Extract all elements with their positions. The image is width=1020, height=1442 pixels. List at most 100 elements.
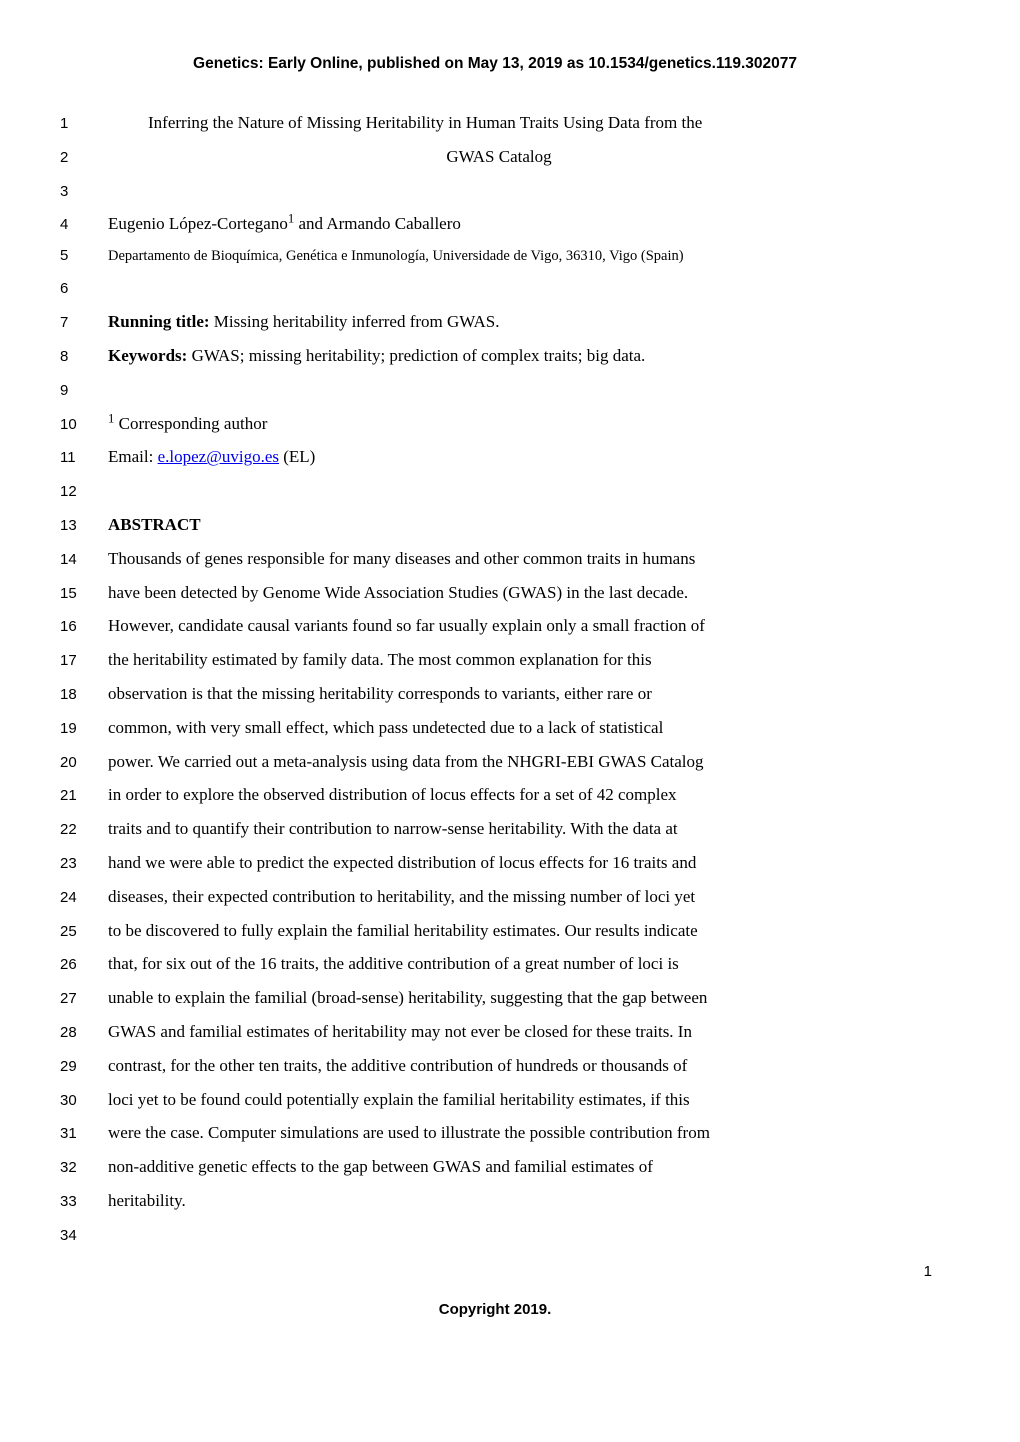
title-line-1: Inferring the Nature of Missing Heritabi… bbox=[108, 111, 930, 135]
abstract-line: traits and to quantify their contributio… bbox=[108, 817, 930, 841]
line-row: 11 Email: e.lopez@uvigo.es (EL) bbox=[60, 445, 930, 469]
line-row: 28 GWAS and familial estimates of herita… bbox=[60, 1020, 930, 1044]
abstract-line: were the case. Computer simulations are … bbox=[108, 1121, 930, 1145]
line-number: 31 bbox=[60, 1125, 108, 1142]
line-number: 24 bbox=[60, 889, 108, 906]
line-row: 21 in order to explore the observed dist… bbox=[60, 783, 930, 807]
line-row: 13 ABSTRACT bbox=[60, 513, 930, 537]
line-row: 10 1 Corresponding author bbox=[60, 412, 930, 436]
line-row: 3 bbox=[60, 179, 930, 203]
running-title: Running title: Missing heritability infe… bbox=[108, 310, 930, 334]
blank-line bbox=[108, 179, 930, 203]
page-number: 1 bbox=[924, 1263, 932, 1280]
line-number: 16 bbox=[60, 618, 108, 635]
line-number: 9 bbox=[60, 382, 108, 399]
blank-line bbox=[108, 1223, 930, 1247]
running-header: Genetics: Early Online, published on May… bbox=[60, 55, 930, 73]
line-row: 29 contrast, for the other ten traits, t… bbox=[60, 1054, 930, 1078]
line-row: 14 Thousands of genes responsible for ma… bbox=[60, 547, 930, 571]
line-row: 19 common, with very small effect, which… bbox=[60, 716, 930, 740]
line-row: 31 were the case. Computer simulations a… bbox=[60, 1121, 930, 1145]
line-number: 28 bbox=[60, 1024, 108, 1041]
line-number: 27 bbox=[60, 990, 108, 1007]
line-row: 17 the heritability estimated by family … bbox=[60, 648, 930, 672]
line-row: 27 unable to explain the familial (broad… bbox=[60, 986, 930, 1010]
abstract-line: GWAS and familial estimates of heritabil… bbox=[108, 1020, 930, 1044]
line-row: 16 However, candidate causal variants fo… bbox=[60, 614, 930, 638]
abstract-line: However, candidate causal variants found… bbox=[108, 614, 930, 638]
line-number: 8 bbox=[60, 348, 108, 365]
abstract-line: diseases, their expected contribution to… bbox=[108, 885, 930, 909]
abstract-line: loci yet to be found could potentially e… bbox=[108, 1088, 930, 1112]
line-row: 32 non-additive genetic effects to the g… bbox=[60, 1155, 930, 1179]
line-row: 15 have been detected by Genome Wide Ass… bbox=[60, 581, 930, 605]
abstract-line: hand we were able to predict the expecte… bbox=[108, 851, 930, 875]
line-number: 29 bbox=[60, 1058, 108, 1075]
abstract-line: have been detected by Genome Wide Associ… bbox=[108, 581, 930, 605]
line-row: 34 bbox=[60, 1223, 930, 1247]
line-number: 10 bbox=[60, 416, 108, 433]
line-row: 9 bbox=[60, 378, 930, 402]
line-row: 26 that, for six out of the 16 traits, t… bbox=[60, 952, 930, 976]
line-number: 23 bbox=[60, 855, 108, 872]
abstract-line: that, for six out of the 16 traits, the … bbox=[108, 952, 930, 976]
line-row: 1 Inferring the Nature of Missing Herita… bbox=[60, 111, 930, 135]
abstract-line: the heritability estimated by family dat… bbox=[108, 648, 930, 672]
line-row: 23 hand we were able to predict the expe… bbox=[60, 851, 930, 875]
abstract-line: in order to explore the observed distrib… bbox=[108, 783, 930, 807]
line-row: 2 GWAS Catalog bbox=[60, 145, 930, 169]
line-number: 11 bbox=[60, 449, 108, 466]
line-number: 12 bbox=[60, 483, 108, 500]
line-row: 20 power. We carried out a meta-analysis… bbox=[60, 750, 930, 774]
line-number: 4 bbox=[60, 216, 108, 233]
line-number: 15 bbox=[60, 585, 108, 602]
line-number: 17 bbox=[60, 652, 108, 669]
abstract-line: Thousands of genes responsible for many … bbox=[108, 547, 930, 571]
line-number: 26 bbox=[60, 956, 108, 973]
authors: Eugenio López-Cortegano1 and Armando Cab… bbox=[108, 212, 930, 236]
line-row: 6 bbox=[60, 276, 930, 300]
line-number: 20 bbox=[60, 754, 108, 771]
abstract-heading: ABSTRACT bbox=[108, 513, 930, 537]
line-number: 6 bbox=[60, 280, 108, 297]
line-row: 4 Eugenio López-Cortegano1 and Armando C… bbox=[60, 212, 930, 236]
corresponding-author: 1 Corresponding author bbox=[108, 412, 930, 436]
line-number: 5 bbox=[60, 247, 108, 264]
abstract-line: heritability. bbox=[108, 1189, 930, 1213]
abstract-line: observation is that the missing heritabi… bbox=[108, 682, 930, 706]
line-number: 21 bbox=[60, 787, 108, 804]
line-number: 7 bbox=[60, 314, 108, 331]
line-row: 5 Departamento de Bioquímica, Genética e… bbox=[60, 246, 930, 266]
title-line-2: GWAS Catalog bbox=[108, 145, 930, 169]
abstract-line: non-additive genetic effects to the gap … bbox=[108, 1155, 930, 1179]
line-number: 22 bbox=[60, 821, 108, 838]
line-number: 32 bbox=[60, 1159, 108, 1176]
line-row: 33 heritability. bbox=[60, 1189, 930, 1213]
line-row: 30 loci yet to be found could potentiall… bbox=[60, 1088, 930, 1112]
line-row: 22 traits and to quantify their contribu… bbox=[60, 817, 930, 841]
line-number: 19 bbox=[60, 720, 108, 737]
line-row: 7 Running title: Missing heritability in… bbox=[60, 310, 930, 334]
line-number: 34 bbox=[60, 1227, 108, 1244]
line-number: 1 bbox=[60, 115, 108, 132]
line-row: 12 bbox=[60, 479, 930, 503]
line-row: 18 observation is that the missing herit… bbox=[60, 682, 930, 706]
email-link[interactable]: e.lopez@uvigo.es bbox=[158, 447, 279, 466]
line-row: 24 diseases, their expected contribution… bbox=[60, 885, 930, 909]
keywords: Keywords: GWAS; missing heritability; pr… bbox=[108, 344, 930, 368]
line-number: 18 bbox=[60, 686, 108, 703]
line-number: 33 bbox=[60, 1193, 108, 1210]
abstract-line: to be discovered to fully explain the fa… bbox=[108, 919, 930, 943]
line-number: 30 bbox=[60, 1092, 108, 1109]
abstract-line: unable to explain the familial (broad-se… bbox=[108, 986, 930, 1010]
blank-line bbox=[108, 479, 930, 503]
blank-line bbox=[108, 378, 930, 402]
line-number: 13 bbox=[60, 517, 108, 534]
line-row: 8 Keywords: GWAS; missing heritability; … bbox=[60, 344, 930, 368]
affiliation: Departamento de Bioquímica, Genética e I… bbox=[108, 246, 930, 266]
abstract-line: common, with very small effect, which pa… bbox=[108, 716, 930, 740]
email-line: Email: e.lopez@uvigo.es (EL) bbox=[108, 445, 930, 469]
copyright-footer: Copyright 2019. bbox=[60, 1301, 930, 1318]
line-row: 25 to be discovered to fully explain the… bbox=[60, 919, 930, 943]
line-number: 25 bbox=[60, 923, 108, 940]
